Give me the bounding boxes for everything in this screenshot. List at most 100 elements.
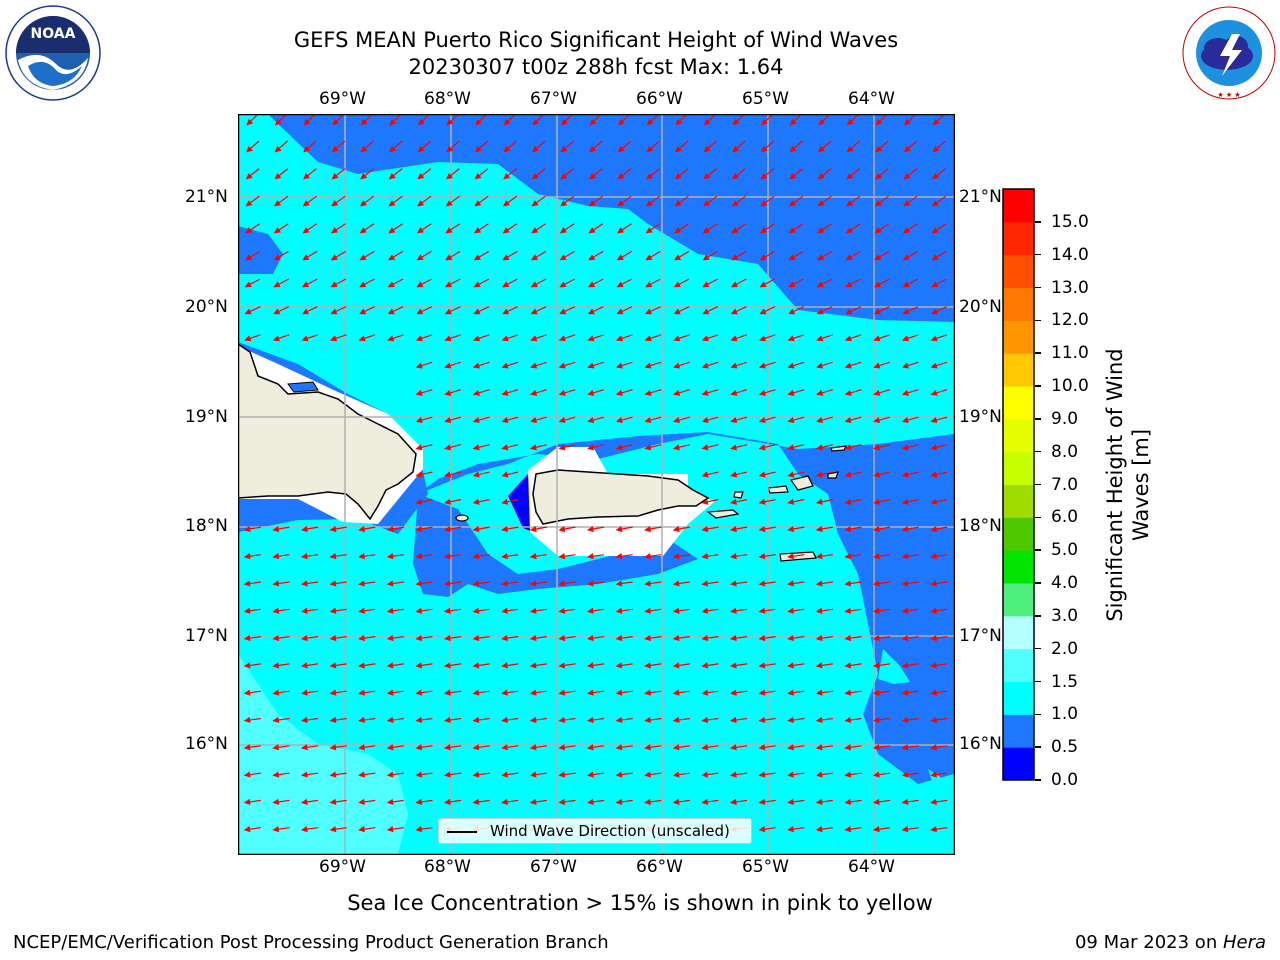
wind-wave-arrow-head bbox=[844, 798, 852, 805]
wind-wave-arrow-head bbox=[531, 145, 539, 153]
wind-wave-arrow-head bbox=[930, 417, 938, 424]
wind-wave-arrow-head bbox=[244, 335, 252, 342]
wind-wave-arrow-head bbox=[729, 634, 737, 642]
wind-wave-arrow-head bbox=[702, 254, 710, 261]
wind-wave-arrow-head bbox=[644, 662, 651, 669]
wind-wave-arrow-head bbox=[386, 580, 394, 587]
wind-wave-arrow-head bbox=[901, 662, 909, 669]
wind-wave-arrow-head bbox=[243, 662, 251, 669]
wind-wave-arrow-head bbox=[758, 607, 766, 614]
wind-wave-arrow-head bbox=[673, 281, 681, 288]
wind-wave-arrow-head bbox=[872, 634, 880, 642]
wind-wave-arrow-head bbox=[701, 744, 709, 751]
wind-wave-arrow-head bbox=[472, 580, 480, 587]
wind-wave-arrow-head bbox=[615, 553, 623, 560]
wind-wave-arrow-head bbox=[729, 580, 737, 587]
wave-height-1-1.5m-east-patch bbox=[878, 649, 910, 684]
wind-wave-arrow-head bbox=[758, 498, 766, 505]
wind-wave-arrows bbox=[243, 114, 948, 833]
wind-wave-arrow-head bbox=[645, 281, 653, 288]
wind-wave-arrow-head bbox=[674, 200, 682, 207]
wind-wave-arrow-head bbox=[331, 145, 339, 153]
wind-wave-arrow-head bbox=[615, 662, 623, 669]
wind-wave-arrow-head bbox=[759, 254, 767, 261]
colorbar-tick-mark bbox=[1035, 680, 1041, 683]
wind-wave-arrow-head bbox=[845, 254, 853, 261]
wind-wave-arrow-head bbox=[729, 744, 737, 751]
colorbar-segment bbox=[1003, 386, 1034, 420]
wind-wave-arrow-head bbox=[274, 118, 282, 126]
wind-wave-arrow-head bbox=[787, 716, 794, 724]
wind-wave-arrow-head bbox=[672, 417, 681, 424]
wind-wave-arrow-head bbox=[846, 200, 854, 207]
colorbar-tick-label: 4.0 bbox=[1051, 573, 1079, 593]
footer-date: 09 Mar 2023 on bbox=[1074, 932, 1223, 953]
wind-wave-arrow-head bbox=[730, 471, 738, 478]
wind-wave-arrow-head bbox=[815, 607, 823, 614]
wind-wave-arrow-head bbox=[758, 662, 766, 669]
wind-wave-arrow-head bbox=[472, 525, 480, 533]
colorbar-tick-mark bbox=[1035, 582, 1041, 584]
wind-wave-arrow-head bbox=[472, 798, 480, 805]
wind-wave-arrow-head bbox=[415, 662, 423, 669]
wind-wave-arrow-head bbox=[300, 553, 308, 560]
wind-wave-arrow-head bbox=[472, 607, 480, 614]
footer-host: Hera bbox=[1222, 932, 1266, 953]
wind-wave-arrow-head bbox=[901, 362, 909, 369]
wind-wave-arrow-head bbox=[903, 145, 911, 153]
wind-wave-arrow-head bbox=[588, 172, 596, 180]
wind-wave-arrow-head bbox=[732, 145, 740, 153]
legend-line-swatch bbox=[447, 831, 477, 833]
wind-wave-arrow-head bbox=[759, 281, 767, 288]
wind-wave-arrow-head bbox=[902, 227, 911, 234]
wind-wave-arrow-head bbox=[931, 254, 939, 261]
wind-wave-arrow-head bbox=[272, 798, 280, 805]
wind-wave-arrow-head bbox=[644, 335, 652, 342]
wind-wave-arrow-head bbox=[788, 227, 796, 234]
wind-wave-arrow-head bbox=[701, 444, 709, 451]
wind-wave-arrow-head bbox=[246, 118, 254, 126]
wind-wave-arrow-head bbox=[872, 798, 880, 805]
wind-wave-arrow-head bbox=[387, 308, 395, 315]
wind-wave-arrow-head bbox=[644, 580, 651, 587]
wind-wave-arrow-head bbox=[329, 634, 337, 642]
wind-wave-arrow-head bbox=[243, 634, 251, 642]
wind-wave-arrow-head bbox=[730, 308, 738, 315]
wind-wave-arrow-head bbox=[416, 254, 424, 261]
st-thomas-island bbox=[767, 485, 789, 494]
wave-height-0.5-1m-east bbox=[418, 432, 954, 784]
wind-wave-arrow-head bbox=[701, 580, 709, 587]
wind-wave-arrow-head bbox=[644, 771, 651, 778]
lon-tick-bottom: 68°W bbox=[424, 857, 471, 877]
wind-wave-arrow-head bbox=[415, 607, 423, 614]
wind-wave-arrow-head bbox=[901, 471, 909, 478]
wind-wave-arrow-head bbox=[472, 634, 480, 642]
wind-wave-arrow-head bbox=[529, 798, 537, 805]
wind-wave-arrow-head bbox=[616, 281, 624, 288]
wind-wave-arrow-head bbox=[415, 362, 423, 369]
wind-wave-arrow-head bbox=[501, 444, 509, 451]
wind-wave-arrow-head bbox=[558, 634, 566, 642]
wind-wave-arrow-head bbox=[472, 716, 480, 724]
wind-wave-arrow-head bbox=[417, 200, 425, 207]
wind-wave-arrow-head bbox=[530, 362, 538, 369]
wind-wave-arrow-head bbox=[846, 145, 854, 153]
colorbar-tick-mark bbox=[1035, 385, 1041, 387]
wind-wave-arrow-head bbox=[844, 471, 852, 478]
wind-wave-arrow-head bbox=[701, 525, 709, 533]
wind-wave-arrow-head bbox=[587, 389, 595, 396]
colorbar-tick-label: 10.0 bbox=[1051, 376, 1089, 396]
wind-wave-arrow-head bbox=[243, 771, 251, 778]
colorbar-tick-mark bbox=[1035, 352, 1041, 354]
wind-wave-arrow-head bbox=[588, 254, 596, 261]
wind-wave-arrow-head bbox=[844, 362, 852, 369]
wind-wave-arrow-head bbox=[272, 771, 280, 778]
wind-wave-arrow-head bbox=[387, 335, 395, 342]
wind-wave-arrow-head bbox=[616, 227, 625, 234]
wind-wave-arrow-head bbox=[586, 553, 594, 560]
wind-wave-arrow-head bbox=[815, 716, 823, 724]
north-islet bbox=[830, 445, 848, 452]
wind-wave-arrow-head bbox=[330, 227, 339, 234]
wind-wave-arrow-head bbox=[272, 662, 280, 669]
wind-wave-arrow-head bbox=[903, 200, 911, 207]
